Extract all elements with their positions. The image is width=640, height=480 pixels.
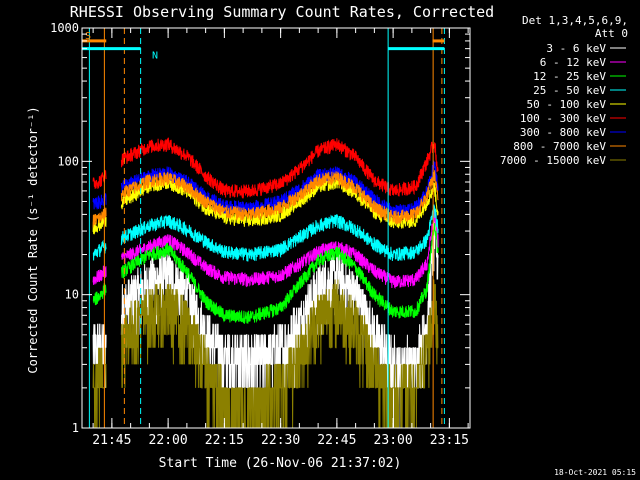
- legend-label: 100 - 300 keV: [520, 112, 606, 125]
- x-tick-label: 22:15: [205, 433, 244, 448]
- series-line: [120, 223, 439, 324]
- legend-label: 12 - 25 keV: [533, 70, 606, 83]
- legend-header: Att 0: [595, 27, 628, 40]
- y-tick-label: 1: [72, 421, 79, 435]
- y-axis-label: Corrected Count Rate (s⁻¹ detector⁻¹): [26, 106, 40, 373]
- legend-label: 7000 - 15000 keV: [500, 154, 606, 167]
- footer-timestamp: 18-Oct-2021 05:15: [554, 468, 636, 477]
- legend-header: Det 1,3,4,5,6,9,: [522, 14, 628, 27]
- legend-label: 3 - 6 keV: [546, 42, 606, 55]
- plot-frame: [81, 27, 471, 429]
- series-line: [120, 137, 439, 199]
- flag-label: N: [152, 51, 158, 62]
- x-axis-label: Start Time (26-Nov-06 21:37:02): [159, 456, 402, 471]
- chart-title: RHESSI Observing Summary Count Rates, Co…: [70, 3, 494, 21]
- x-tick-label: 22:30: [261, 433, 300, 448]
- y-tick-label: 10: [65, 288, 79, 302]
- x-tick-label: 22:00: [149, 433, 188, 448]
- series-line: [120, 204, 439, 262]
- series-layer: [92, 137, 439, 429]
- legend-label: 50 - 100 keV: [527, 98, 607, 111]
- x-tick-label: 22:45: [317, 433, 356, 448]
- overlay-layer: SN: [82, 28, 445, 428]
- y-tick-label: 1000: [50, 21, 79, 35]
- series-line: [121, 279, 439, 429]
- legend-label: 800 - 7000 keV: [513, 140, 606, 153]
- axes-layer: 1 10 100 1000 21:45 22:00 22:15 22:30 22:45 23:00…: [50, 21, 470, 448]
- legend-label: 25 - 50 keV: [533, 84, 606, 97]
- x-tick-label: 23:15: [430, 433, 469, 448]
- series-line: [120, 170, 439, 225]
- legend-label: 6 - 12 keV: [540, 56, 607, 69]
- x-tick-label: 23:00: [374, 433, 413, 448]
- flag-label: S: [85, 31, 91, 42]
- legend-label: 300 - 800 keV: [520, 126, 606, 139]
- x-tick-label: 21:45: [92, 433, 131, 448]
- y-tick-label: 100: [57, 154, 79, 168]
- series-line: [120, 211, 439, 289]
